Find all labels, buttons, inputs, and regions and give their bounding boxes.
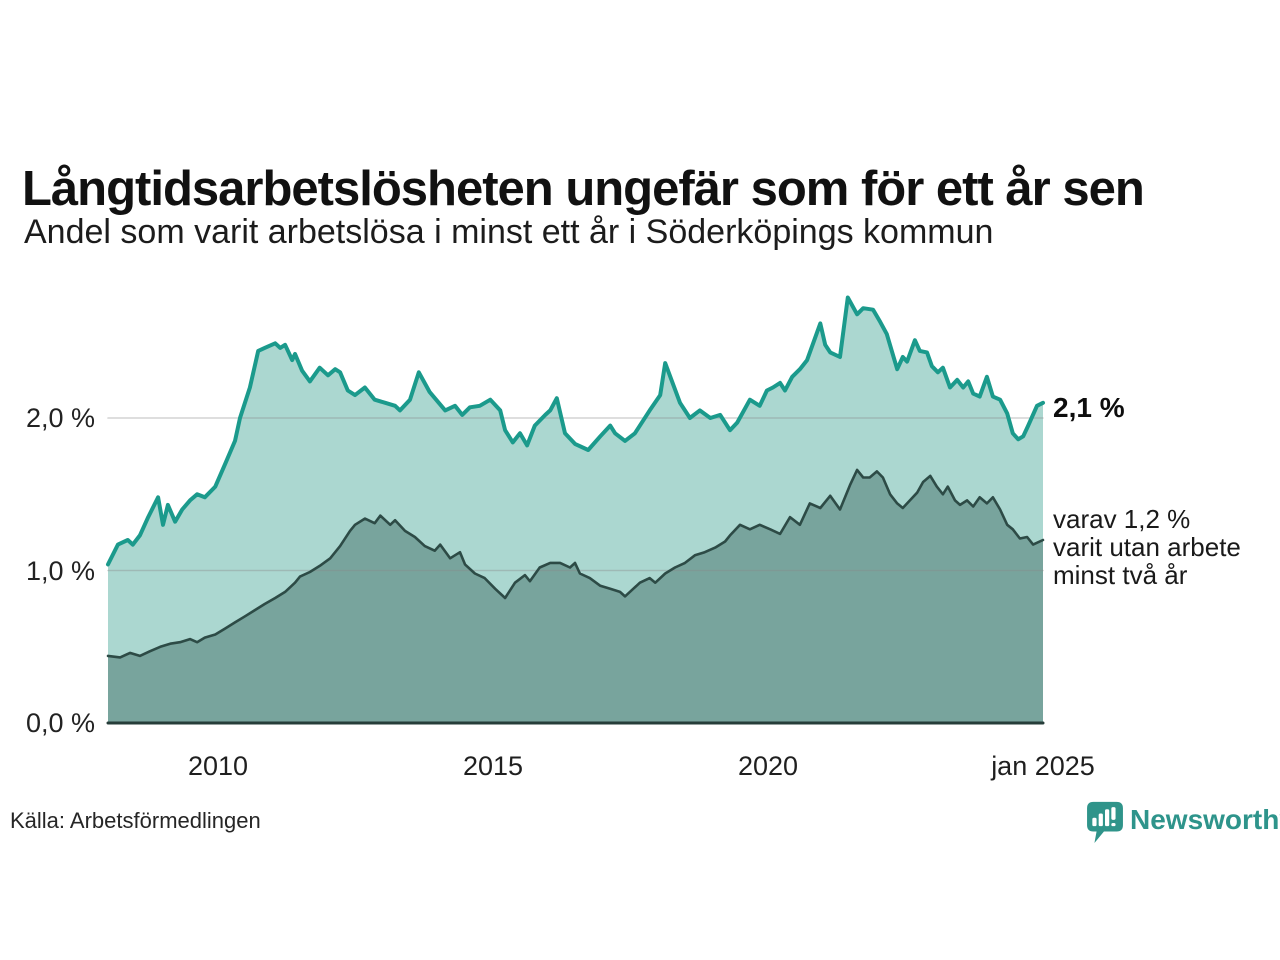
subset-label-line: varit utan arbete [1053, 532, 1241, 562]
subset-line [106, 468, 1045, 659]
y-tick-label: 0,0 % [25, 708, 95, 738]
total-line [106, 295, 1045, 567]
subset-area-fill [108, 469, 1043, 723]
end-value-label-total: 2,1 % [1053, 392, 1125, 423]
x-tick-label: jan 2025 [991, 751, 1095, 781]
x-tick-label: 2020 [737, 751, 799, 781]
chart-subtitle: Andel som varit arbetslösa i minst ett å… [24, 213, 994, 251]
y-tick-label: 2,0 % [25, 403, 95, 433]
subset-label-line: varav 1,2 % [1053, 504, 1191, 534]
y-tick-label: 1,0 % [25, 555, 95, 586]
x-tick-label: 2015 [462, 751, 524, 781]
subset-label-line: minst två år [1053, 560, 1188, 590]
source-note: Källa: Arbetsförmedlingen [10, 808, 261, 833]
x-tick-label: 2010 [187, 751, 249, 781]
newsworthy-wordmark: Newsworthy [1130, 804, 1280, 835]
page-title: Långtidsarbetslösheten ungefär som för e… [22, 161, 1145, 216]
newsworthy-logo-icon [1087, 801, 1123, 844]
end-value-label-subset: varav 1,2 % varit utan arbete minst två … [1053, 505, 1241, 589]
